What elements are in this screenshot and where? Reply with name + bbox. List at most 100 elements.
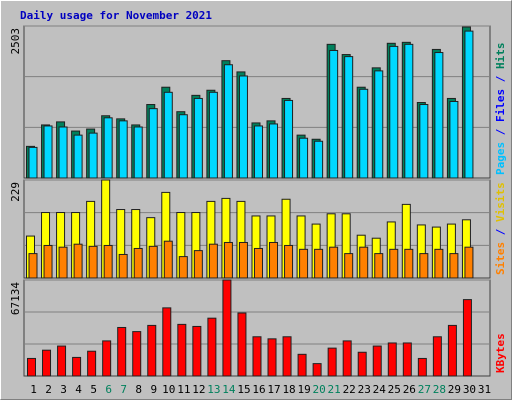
legend: Pages / Files / Hits bbox=[494, 43, 507, 176]
bar bbox=[148, 245, 158, 279]
x-tick-label: 25 bbox=[388, 383, 401, 396]
x-tick-label: 4 bbox=[75, 383, 82, 396]
bar bbox=[193, 250, 203, 279]
bar bbox=[177, 323, 187, 377]
bar bbox=[282, 336, 292, 377]
bar bbox=[344, 56, 354, 179]
x-tick-label: 7 bbox=[120, 383, 127, 396]
bar bbox=[73, 134, 83, 179]
bar bbox=[297, 353, 307, 377]
bar bbox=[133, 247, 143, 279]
bar bbox=[58, 126, 68, 179]
legend-entry: Sites bbox=[494, 242, 507, 275]
bar bbox=[464, 246, 474, 279]
bar bbox=[193, 97, 203, 179]
bar bbox=[299, 137, 309, 179]
bar bbox=[434, 248, 444, 279]
bar bbox=[88, 132, 98, 179]
bar bbox=[117, 326, 127, 377]
legend-entry: Pages bbox=[494, 142, 507, 175]
bar bbox=[447, 324, 457, 377]
legend-entry: Hits bbox=[494, 43, 507, 70]
chart-title: Daily usage for November 2021 bbox=[20, 9, 212, 22]
x-tick-label: 2 bbox=[45, 383, 52, 396]
bar bbox=[238, 241, 248, 279]
x-tick-label: 10 bbox=[162, 383, 175, 396]
bar bbox=[207, 317, 217, 377]
x-tick-label: 20 bbox=[313, 383, 326, 396]
bar bbox=[284, 244, 294, 279]
bar bbox=[387, 342, 397, 377]
bar bbox=[118, 253, 128, 279]
bar bbox=[374, 70, 384, 179]
bar bbox=[404, 43, 414, 179]
bar bbox=[208, 91, 218, 179]
y-tick-label: 2503 bbox=[9, 28, 22, 55]
bar bbox=[163, 91, 173, 179]
x-tick-label: 9 bbox=[150, 383, 157, 396]
bar bbox=[103, 244, 113, 279]
bar bbox=[43, 125, 53, 179]
bar bbox=[389, 248, 399, 279]
bar bbox=[237, 312, 247, 377]
x-tick-label: 13 bbox=[207, 383, 220, 396]
bar bbox=[222, 279, 232, 377]
bar bbox=[72, 356, 82, 377]
bar bbox=[267, 338, 277, 377]
bar bbox=[42, 349, 52, 377]
bar bbox=[402, 342, 412, 377]
x-tick-label: 30 bbox=[463, 383, 476, 396]
bar bbox=[27, 357, 36, 377]
bar bbox=[449, 100, 459, 179]
x-tick-label: 12 bbox=[192, 383, 205, 396]
bar bbox=[87, 350, 97, 377]
x-tick-label: 18 bbox=[282, 383, 295, 396]
bar bbox=[404, 248, 414, 279]
bar bbox=[419, 253, 429, 279]
bar bbox=[357, 351, 367, 377]
x-tick-label: 31 bbox=[478, 383, 491, 396]
bar bbox=[28, 146, 38, 179]
legend: KBytes bbox=[494, 333, 507, 373]
x-tick-label: 23 bbox=[358, 383, 371, 396]
bar bbox=[133, 126, 143, 179]
bar bbox=[238, 75, 248, 179]
x-tick-label: 8 bbox=[135, 383, 142, 396]
bar bbox=[312, 363, 322, 377]
bar bbox=[178, 114, 188, 179]
bar bbox=[359, 246, 369, 279]
bar bbox=[284, 99, 294, 179]
bar bbox=[43, 244, 53, 279]
bar bbox=[464, 30, 474, 179]
x-tick-label: 22 bbox=[343, 383, 356, 396]
bar bbox=[374, 253, 384, 279]
legend-entry: / bbox=[494, 122, 507, 142]
bar bbox=[417, 357, 427, 377]
bar bbox=[327, 347, 337, 377]
bar bbox=[449, 253, 459, 279]
bar bbox=[359, 88, 369, 179]
y-tick-label: 67134 bbox=[9, 282, 22, 315]
bar bbox=[132, 331, 142, 377]
x-tick-label: 14 bbox=[222, 383, 236, 396]
bar bbox=[372, 345, 382, 377]
bar bbox=[434, 52, 444, 179]
x-tick-label: 24 bbox=[373, 383, 387, 396]
bar bbox=[148, 108, 158, 179]
bar bbox=[178, 256, 188, 279]
x-tick-label: 3 bbox=[60, 383, 67, 396]
legend-entry: KBytes bbox=[494, 333, 507, 373]
x-tick-label: 27 bbox=[418, 383, 431, 396]
bar bbox=[252, 336, 262, 377]
y-tick-label: 229 bbox=[9, 182, 22, 202]
bar bbox=[342, 340, 352, 377]
x-tick-label: 29 bbox=[448, 383, 461, 396]
bar bbox=[314, 248, 324, 279]
bar bbox=[118, 120, 128, 179]
legend-entry: Visits bbox=[494, 182, 507, 222]
bar bbox=[432, 336, 442, 377]
x-tick-label: 11 bbox=[177, 383, 190, 396]
bar bbox=[253, 247, 263, 279]
bar bbox=[269, 123, 279, 179]
